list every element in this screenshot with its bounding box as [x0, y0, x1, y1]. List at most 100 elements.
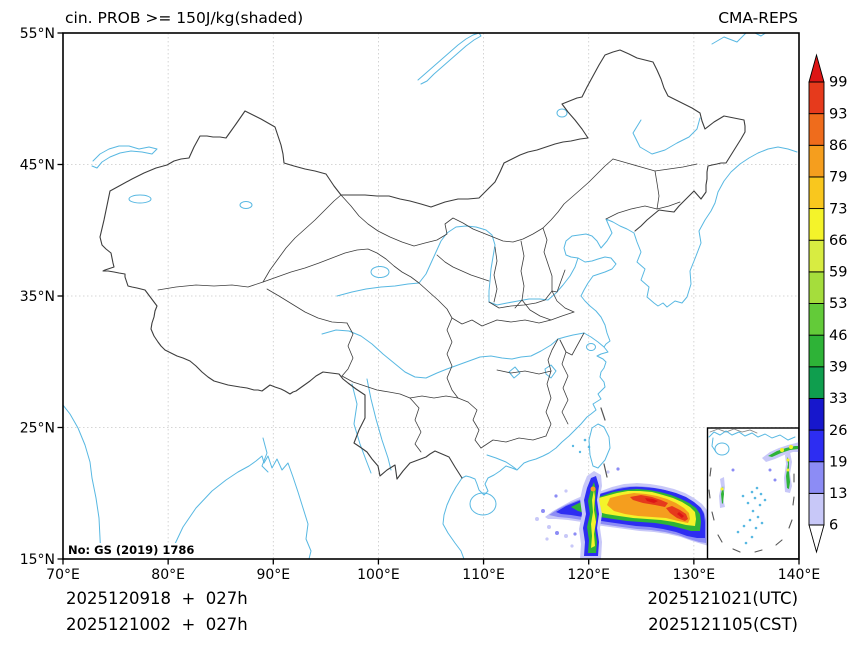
inset-coastlines [708, 430, 796, 456]
inset-dash [709, 467, 712, 477]
poyang-lake [544, 364, 557, 379]
inset-islet [760, 521, 764, 525]
inset-dash [754, 549, 763, 553]
bay-of-bengal-coast [167, 455, 312, 559]
footer-valid-utc: 2025121021(UTC) [647, 589, 798, 608]
strait-islet [578, 450, 582, 454]
shade-speck [554, 494, 558, 498]
south-china-sea-inset [706, 427, 799, 559]
inset-dash [775, 539, 783, 546]
inset-islet [751, 509, 755, 513]
y-tick-label: 25°N [20, 420, 55, 436]
dongting-lake [508, 366, 521, 379]
colorbar-segment [808, 303, 825, 336]
province-line [547, 338, 559, 372]
x-tick-label: 100°E [357, 567, 400, 583]
vietnam-coast [442, 477, 465, 559]
colorbar-tick-label: 86 [829, 138, 847, 154]
coast-specks [571, 438, 591, 454]
province-line [480, 435, 547, 449]
province-line [559, 332, 585, 356]
shade-speck [564, 489, 568, 493]
colorbar-tick-label: 46 [829, 328, 847, 344]
x-tick-label: 80°E [151, 567, 185, 583]
colorbar-tick-label: 26 [829, 423, 847, 439]
y-tick-label: 15°N [20, 552, 55, 568]
inset-luzon-66-spot [786, 458, 790, 462]
inset-coast [708, 430, 796, 441]
province-line [262, 194, 342, 283]
colorbar-tick-label: 39 [829, 359, 847, 375]
colorbar: 6 13 19 26 33 39 46 53 59 66 73 79 86 93 99 [808, 53, 847, 554]
band-shade-over2 [677, 512, 684, 518]
inset-mainland-coast-gray [709, 428, 758, 434]
colorbar-segment [808, 208, 825, 241]
watermark-background [65, 543, 183, 558]
luzon-shade-66 [591, 490, 596, 548]
coastline-river-layer [63, 33, 798, 559]
shaded-probability-layer [535, 467, 709, 559]
strait-islet [587, 445, 591, 449]
hainan-island [469, 492, 497, 516]
inset-blue-speck [731, 468, 735, 472]
province-line [545, 370, 552, 437]
colorbar-over-arrow [808, 53, 825, 83]
lake-baikal [417, 33, 482, 85]
province-line [612, 158, 698, 172]
x-tick-label: 140°E [778, 567, 821, 583]
inset-dash [792, 496, 795, 506]
inset-blue-speck [773, 478, 777, 482]
dash-segment [600, 407, 606, 421]
china-border-south [99, 236, 463, 480]
inset-islet [754, 526, 758, 530]
axis-layer: 70°E 80°E 90°E 100°E 110°E 120°E 130°E 140°E 55°… [20, 26, 821, 583]
province-line [157, 281, 264, 291]
colorbar-segment [808, 366, 825, 399]
province-line [488, 269, 566, 309]
inset-dash [732, 548, 741, 553]
model-label: CMA-REPS [718, 9, 798, 27]
luzon-shade-79-spot [590, 486, 596, 492]
province-boundary-layer [157, 158, 698, 453]
footer-init-line1: 2025120918 + 027h [66, 589, 248, 608]
shade-speck [555, 531, 559, 535]
qinghai-lake [370, 266, 390, 278]
colorbar-segment [808, 271, 825, 304]
inset-band-66-spot [780, 448, 784, 452]
province-line [514, 240, 525, 309]
y-tick-label: 35°N [20, 289, 55, 305]
y-tick-label: 55°N [20, 26, 55, 42]
colorbar-segment [808, 397, 825, 431]
colorbar-segment [808, 492, 825, 526]
korea-russia-coastline [633, 146, 798, 308]
colorbar-segment [808, 429, 825, 463]
inset-blue-speck [768, 468, 772, 472]
inset-dash-line [708, 467, 795, 553]
province-line [266, 288, 348, 324]
taihu-lake [586, 343, 596, 351]
shade-speck [547, 525, 551, 529]
colorbar-segment [808, 239, 825, 273]
inset-hainan [714, 442, 730, 456]
mekong-upper [351, 383, 372, 474]
china-border-north [99, 49, 746, 238]
x-tick-label: 110°E [462, 567, 505, 583]
colorbar-tick-label: 93 [829, 106, 847, 122]
inset-dash [711, 511, 715, 521]
province-line [605, 201, 681, 220]
shade-speck [535, 517, 539, 521]
shade-speck [606, 470, 610, 474]
dash-segment [603, 463, 608, 478]
map-content: No: GS (2019) 1786 [63, 33, 799, 559]
province-line [418, 282, 498, 327]
band-shade-79 [607, 493, 690, 523]
inset-islet [763, 498, 767, 502]
province-line [409, 395, 469, 403]
colorbar-segment [808, 144, 825, 178]
shade-speck [545, 537, 549, 541]
x-tick-label: 70°E [46, 567, 80, 583]
dash-line-layer [600, 407, 608, 478]
province-line [496, 369, 552, 375]
